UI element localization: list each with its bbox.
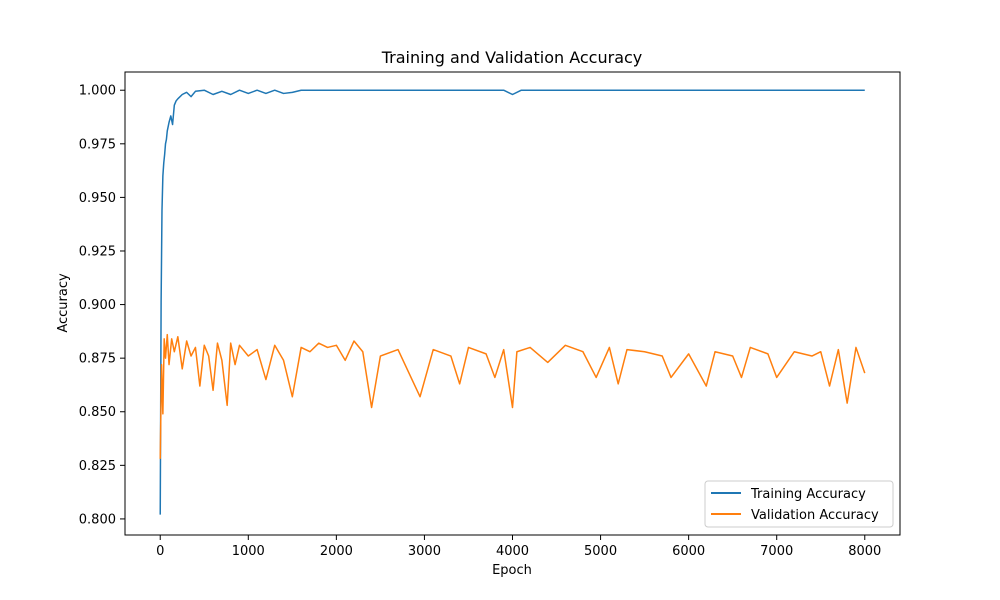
y-tick-label: 0.975	[79, 137, 116, 152]
y-tick-label: 0.825	[79, 459, 116, 474]
y-tick-label: 0.850	[79, 405, 116, 420]
x-tick-label: 3000	[408, 544, 441, 559]
legend-box	[704, 480, 894, 528]
y-tick-label: 1.000	[79, 84, 116, 99]
x-axis-label: Epoch	[492, 563, 532, 578]
chart-title: Training and Validation Accuracy	[381, 48, 643, 67]
x-tick-label: 8000	[848, 544, 881, 559]
y-tick-label: 0.950	[79, 191, 116, 206]
y-tick-label: 0.925	[79, 244, 116, 259]
series-line-validation	[159, 333, 866, 459]
y-tick-label: 0.875	[79, 352, 116, 367]
legend: Training Accuracy Validation Accuracy	[704, 480, 894, 528]
x-tick-label: 2000	[320, 544, 353, 559]
y-axis-label: Accuracy	[56, 273, 71, 333]
legend-entry-training: Training Accuracy	[750, 487, 866, 502]
x-tick-label: 1000	[232, 544, 265, 559]
legend-entry-validation: Validation Accuracy	[751, 508, 879, 523]
x-tick-label: 6000	[672, 544, 705, 559]
y-tick-label: 0.900	[79, 298, 116, 313]
y-tick-label: 0.800	[79, 512, 116, 527]
x-tick-label: 0	[156, 544, 164, 559]
series-line-training	[159, 89, 865, 515]
x-tick-label: 7000	[760, 544, 793, 559]
x-tick-label: 4000	[496, 544, 529, 559]
x-tick-label: 5000	[584, 544, 617, 559]
